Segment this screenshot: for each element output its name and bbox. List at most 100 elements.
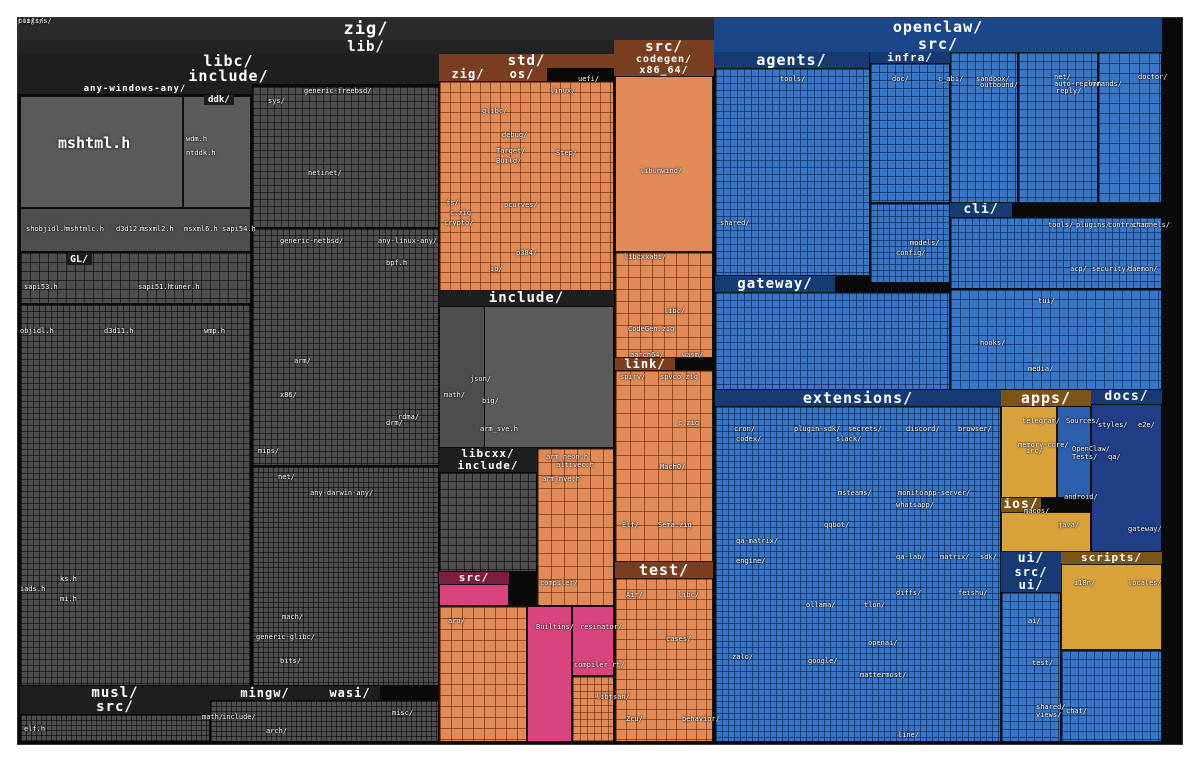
file-label: drm/ <box>386 419 403 427</box>
file-label: behavior/ <box>682 715 720 723</box>
mshtml-file <box>20 96 183 208</box>
any-darwin-area <box>252 466 439 686</box>
file-label: any-darwin-any/ <box>310 489 374 497</box>
openclaw-src-header: src/ <box>714 36 1162 52</box>
std-src-header: src/ <box>439 572 509 584</box>
file-label: sandbox/ <box>976 75 1010 83</box>
file-label: whatsapp/ <box>896 501 934 509</box>
file-label: linux/ <box>550 87 576 95</box>
std-include-header: include/ <box>439 291 614 306</box>
file-label: cases/ <box>666 635 692 643</box>
file-label: pcurves/ <box>504 201 538 209</box>
file-label: Zcu/ <box>626 715 643 723</box>
commands-files <box>1018 52 1098 203</box>
cli-header: cli/ <box>950 203 1012 217</box>
file-label: contracts/ <box>1108 221 1151 229</box>
file-label: bits/ <box>280 657 302 665</box>
file-label: spvco.zig <box>660 373 698 381</box>
compiler-aro-files <box>537 448 614 606</box>
test-header: test/ <box>615 562 713 578</box>
file-label: d3d11.h <box>104 327 134 335</box>
file-label: discord/ <box>906 425 940 433</box>
file-label: plugin-sdk/ <box>794 425 841 433</box>
libcxxabi-files <box>572 676 614 742</box>
file-label: cli/ <box>18 18 35 25</box>
file-label: macos/ <box>1024 507 1050 515</box>
file-label: objidl.h <box>20 327 54 335</box>
file-label: Elf/ <box>622 521 639 529</box>
file-label: mshtmlc.h <box>66 225 104 233</box>
file-label: msteams/ <box>838 489 872 497</box>
file-label: media/ <box>1028 365 1054 373</box>
config-files <box>1098 52 1162 203</box>
file-label: telegram/ <box>1022 417 1060 425</box>
tools-plugins-area <box>870 203 950 283</box>
infra-files <box>870 63 950 203</box>
x86-64-header: x86_64/ <box>614 65 714 76</box>
treemap-frame: zig/ lib/ libc/ include/ any-windows-any… <box>18 18 1182 744</box>
file-label: libtsan/ <box>596 693 630 701</box>
windows-lower-files <box>20 304 251 686</box>
file-label: d3d12.h <box>116 225 146 233</box>
file-label: ks.h <box>60 575 77 583</box>
file-label: mi.h <box>60 595 77 603</box>
file-label: arm/ <box>294 357 311 365</box>
mingw-header: mingw/ <box>210 686 320 700</box>
file-label: tools/ <box>18 18 44 25</box>
ui-src-header: src/ <box>1001 566 1061 579</box>
file-label: acp/ <box>1070 265 1087 273</box>
file-label: memory-core/ <box>1018 441 1069 449</box>
ios-files <box>1001 512 1091 552</box>
file-label: arm_sve.h <box>480 425 518 433</box>
file-label: ai/ <box>1028 617 1041 625</box>
scripts-header: scripts/ <box>1061 552 1162 564</box>
file-label: qa/ <box>1108 453 1121 461</box>
gateway-files <box>715 292 950 390</box>
file-label: sdk/ <box>980 553 997 561</box>
file-label: line/ <box>898 731 920 739</box>
file-label: cron/ <box>734 425 756 433</box>
file-label: styles/ <box>1098 421 1128 429</box>
any-windows-any-header: any-windows-any/ <box>18 84 252 94</box>
file-label: wasm/ <box>682 351 704 359</box>
macos-files <box>1001 406 1057 498</box>
file-label: iads.h <box>20 585 46 593</box>
ui-header: ui/ <box>1001 552 1061 566</box>
file-label: test/ <box>1032 659 1054 667</box>
file-label: mips/ <box>258 447 280 455</box>
libtsan-files <box>527 606 572 742</box>
windows-row <box>20 208 251 252</box>
file-label: altivec.h <box>556 461 594 469</box>
scripts-files <box>1061 564 1162 650</box>
file-label: matrix/ <box>940 553 970 561</box>
std-header: std/ <box>439 54 614 68</box>
file-label: security/ <box>1092 265 1130 273</box>
libcxx-files <box>439 472 537 572</box>
file-label: debug/ <box>502 131 528 139</box>
file-label: MachO/ <box>660 463 686 471</box>
file-label: tui/ <box>1038 297 1055 305</box>
arm-neon-file <box>439 306 485 448</box>
file-label: aarch64/ <box>630 351 664 359</box>
file-label: json/ <box>470 375 492 383</box>
test-files <box>615 578 713 742</box>
file-label: elf.h <box>24 725 46 733</box>
file-label: c.zig <box>450 209 472 217</box>
file-label: ollama/ <box>806 601 836 609</box>
libunwind-files <box>572 606 614 676</box>
file-label: Target/ <box>496 147 526 155</box>
file-label: Build/ <box>496 157 522 165</box>
file-label: openai/ <box>868 639 898 647</box>
file-label: c.zig <box>678 419 700 427</box>
tests-files <box>1061 650 1162 742</box>
file-label: secrets/ <box>848 425 882 433</box>
std-zig-header: zig/ <box>439 68 497 81</box>
file-label: gateway/ <box>1128 525 1162 533</box>
file-label: wmp.h <box>204 327 226 335</box>
file-label: msxml6.h <box>184 225 218 233</box>
file-label: hooks/ <box>980 339 1006 347</box>
file-label: Tests/ <box>1072 453 1098 461</box>
file-label: wdm.h <box>186 135 208 143</box>
file-label: generic-glibc/ <box>256 633 316 641</box>
file-label: daemon/ <box>1128 265 1158 273</box>
